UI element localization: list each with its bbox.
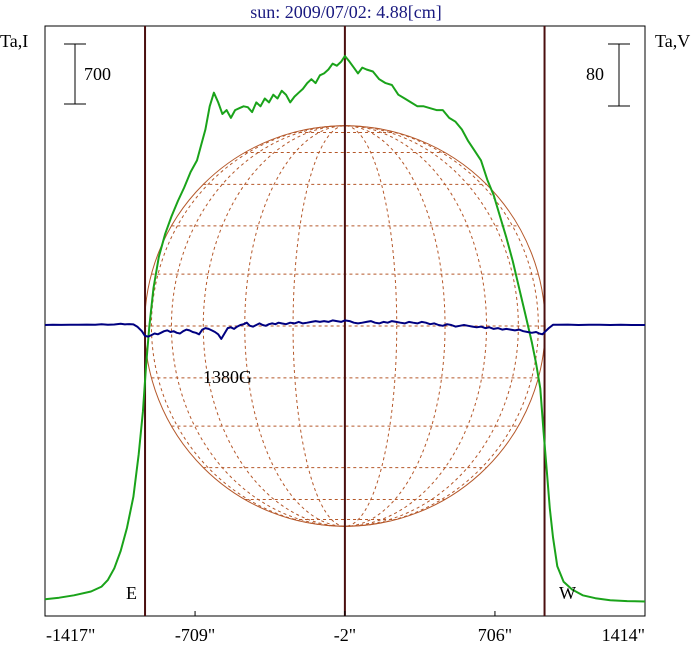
x-tick-label: -709" bbox=[175, 625, 215, 645]
intensity-series-line bbox=[44, 55, 646, 603]
scale-bar-left-label: 700 bbox=[84, 64, 111, 84]
x-tick-label: 706" bbox=[478, 625, 512, 645]
longitude-line bbox=[170, 125, 519, 527]
x-tick-label: 1414" bbox=[602, 625, 645, 645]
scale-bar-left: 700 bbox=[64, 43, 111, 105]
x-axis: -1417" -709" -2" 706" 1414" bbox=[44, 611, 646, 645]
polarization-series-line bbox=[44, 319, 645, 340]
chart-title: sun: 2009/07/02: 4.88[cm] bbox=[250, 2, 442, 22]
longitude-line bbox=[150, 125, 539, 527]
scale-bar-right: 80 bbox=[586, 43, 630, 107]
scale-bar-right-label: 80 bbox=[586, 64, 604, 84]
longitude-line bbox=[292, 125, 398, 527]
x-tick-label: -1417" bbox=[46, 625, 95, 645]
series-layer bbox=[44, 55, 646, 603]
annotation-field-strength: 1380G bbox=[203, 367, 252, 387]
east-limb-label: E bbox=[126, 583, 137, 603]
y-label-right: Ta,V bbox=[655, 31, 690, 51]
x-tick-label: -2" bbox=[334, 625, 356, 645]
y-label-left: Ta,I bbox=[0, 31, 28, 51]
west-limb-label: W bbox=[559, 583, 576, 603]
